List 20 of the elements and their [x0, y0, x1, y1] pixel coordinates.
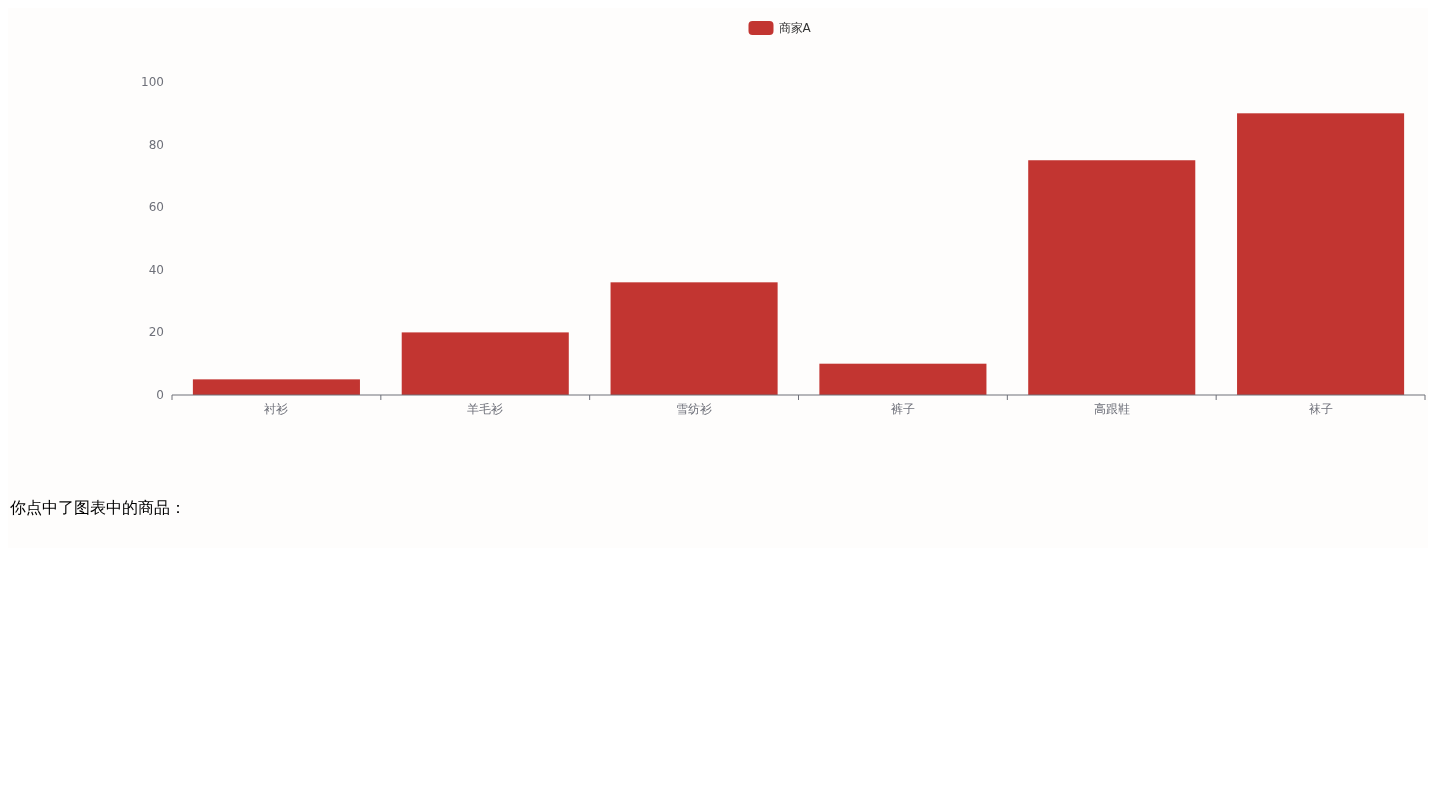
text: 你点中了图表中的商品：: [9, 497, 186, 517]
y-tick-label: 20: [148, 325, 164, 340]
bar: [1028, 160, 1196, 395]
bar: [610, 282, 778, 395]
bar: [192, 379, 360, 395]
legend-label: 商家A: [778, 21, 812, 35]
bar: [819, 363, 987, 395]
y-tick-label: 80: [148, 137, 164, 152]
bar: [401, 332, 569, 395]
y-tick-label: 40: [148, 262, 164, 277]
y-tick-label: 100: [141, 75, 164, 89]
x-tick-label: 袜子: [1308, 402, 1333, 416]
x-tick-label: 高跟鞋: [1093, 402, 1130, 416]
y-tick-label: 60: [148, 200, 164, 215]
x-tick-label: 雪纺衫: [676, 402, 713, 416]
x-tick-label: 衬衫: [264, 402, 289, 416]
x-tick-label: 裤子: [890, 402, 915, 416]
bar: [1237, 113, 1405, 395]
y-tick-label: 0: [156, 388, 164, 402]
x-tick-label: 羊毛衫: [467, 402, 504, 416]
